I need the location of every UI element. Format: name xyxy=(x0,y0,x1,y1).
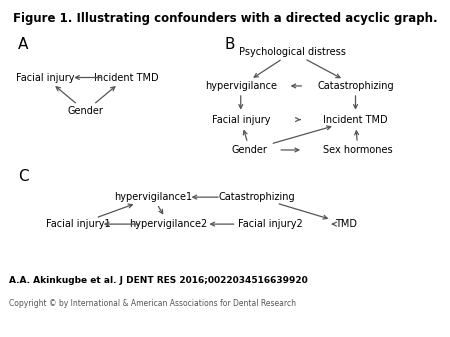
Text: JOURNAL: JOURNAL xyxy=(386,287,413,292)
Text: Incident TMD: Incident TMD xyxy=(323,115,388,125)
Text: hypervigilance2: hypervigilance2 xyxy=(130,219,208,229)
Text: B: B xyxy=(225,37,235,52)
Text: Facial injury2: Facial injury2 xyxy=(238,219,302,229)
Text: Copyright © by International & American Associations for Dental Research: Copyright © by International & American … xyxy=(9,299,296,308)
Text: Sex hormones: Sex hormones xyxy=(323,145,392,155)
Text: Facial injury1: Facial injury1 xyxy=(46,219,111,229)
Text: Gender: Gender xyxy=(68,106,104,116)
Text: A.A. Akinkugbe et al. J DENT RES 2016;0022034516639920: A.A. Akinkugbe et al. J DENT RES 2016;00… xyxy=(9,276,308,285)
Text: C: C xyxy=(18,168,29,184)
Text: Figure 1. Illustrating confounders with a directed acyclic graph.: Figure 1. Illustrating confounders with … xyxy=(13,12,437,25)
Text: OF DENTAL: OF DENTAL xyxy=(386,295,419,300)
Text: A: A xyxy=(18,37,28,52)
Text: Catastrophizing: Catastrophizing xyxy=(317,81,394,91)
Text: JDR: JDR xyxy=(327,286,376,308)
Text: TMD: TMD xyxy=(336,219,357,229)
Text: Catastrophizing: Catastrophizing xyxy=(218,192,295,202)
Text: Facial injury: Facial injury xyxy=(16,72,74,83)
Text: RESEARCH®: RESEARCH® xyxy=(386,303,423,308)
Text: Gender: Gender xyxy=(232,145,268,155)
Text: hypervigilance1: hypervigilance1 xyxy=(114,192,192,202)
Text: Facial injury: Facial injury xyxy=(212,115,270,125)
Text: Incident TMD: Incident TMD xyxy=(94,72,158,83)
Text: hypervigilance: hypervigilance xyxy=(205,81,277,91)
Text: Psychological distress: Psychological distress xyxy=(239,47,346,57)
